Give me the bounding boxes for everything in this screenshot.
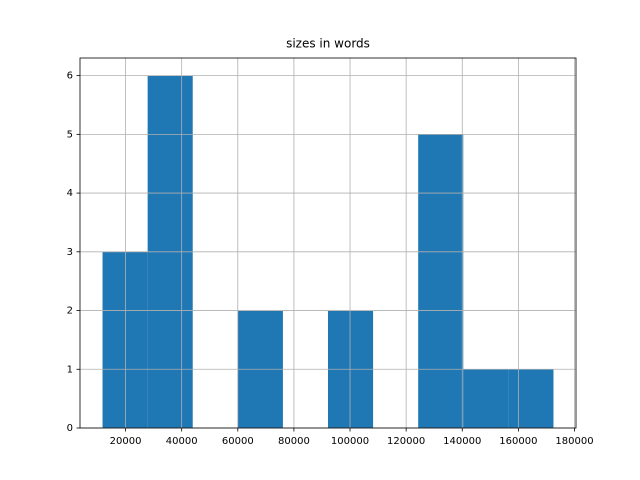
x-tick-label: 100000 xyxy=(331,436,369,447)
bar xyxy=(418,134,464,428)
x-tick-label: 160000 xyxy=(499,436,537,447)
bar xyxy=(463,369,509,428)
chart-title: sizes in words xyxy=(286,37,370,51)
y-tick-label: 3 xyxy=(67,247,73,258)
y-tick-label: 2 xyxy=(67,306,73,317)
y-tick-label: 5 xyxy=(67,129,73,140)
bar xyxy=(508,369,554,428)
x-tick-label: 140000 xyxy=(443,436,481,447)
y-tick-label: 1 xyxy=(67,364,73,375)
y-tick-label: 4 xyxy=(67,188,73,199)
x-tick-label: 80000 xyxy=(278,436,310,447)
y-tick-label: 0 xyxy=(67,423,73,434)
x-tick-label: 40000 xyxy=(166,436,198,447)
x-tick-label: 180000 xyxy=(555,436,593,447)
y-tick-label: 6 xyxy=(67,71,73,82)
axes-frame xyxy=(79,57,577,429)
x-tick-label: 20000 xyxy=(110,436,142,447)
x-tick-label: 60000 xyxy=(222,436,254,447)
x-tick-label: 120000 xyxy=(387,436,425,447)
bar xyxy=(102,251,148,428)
